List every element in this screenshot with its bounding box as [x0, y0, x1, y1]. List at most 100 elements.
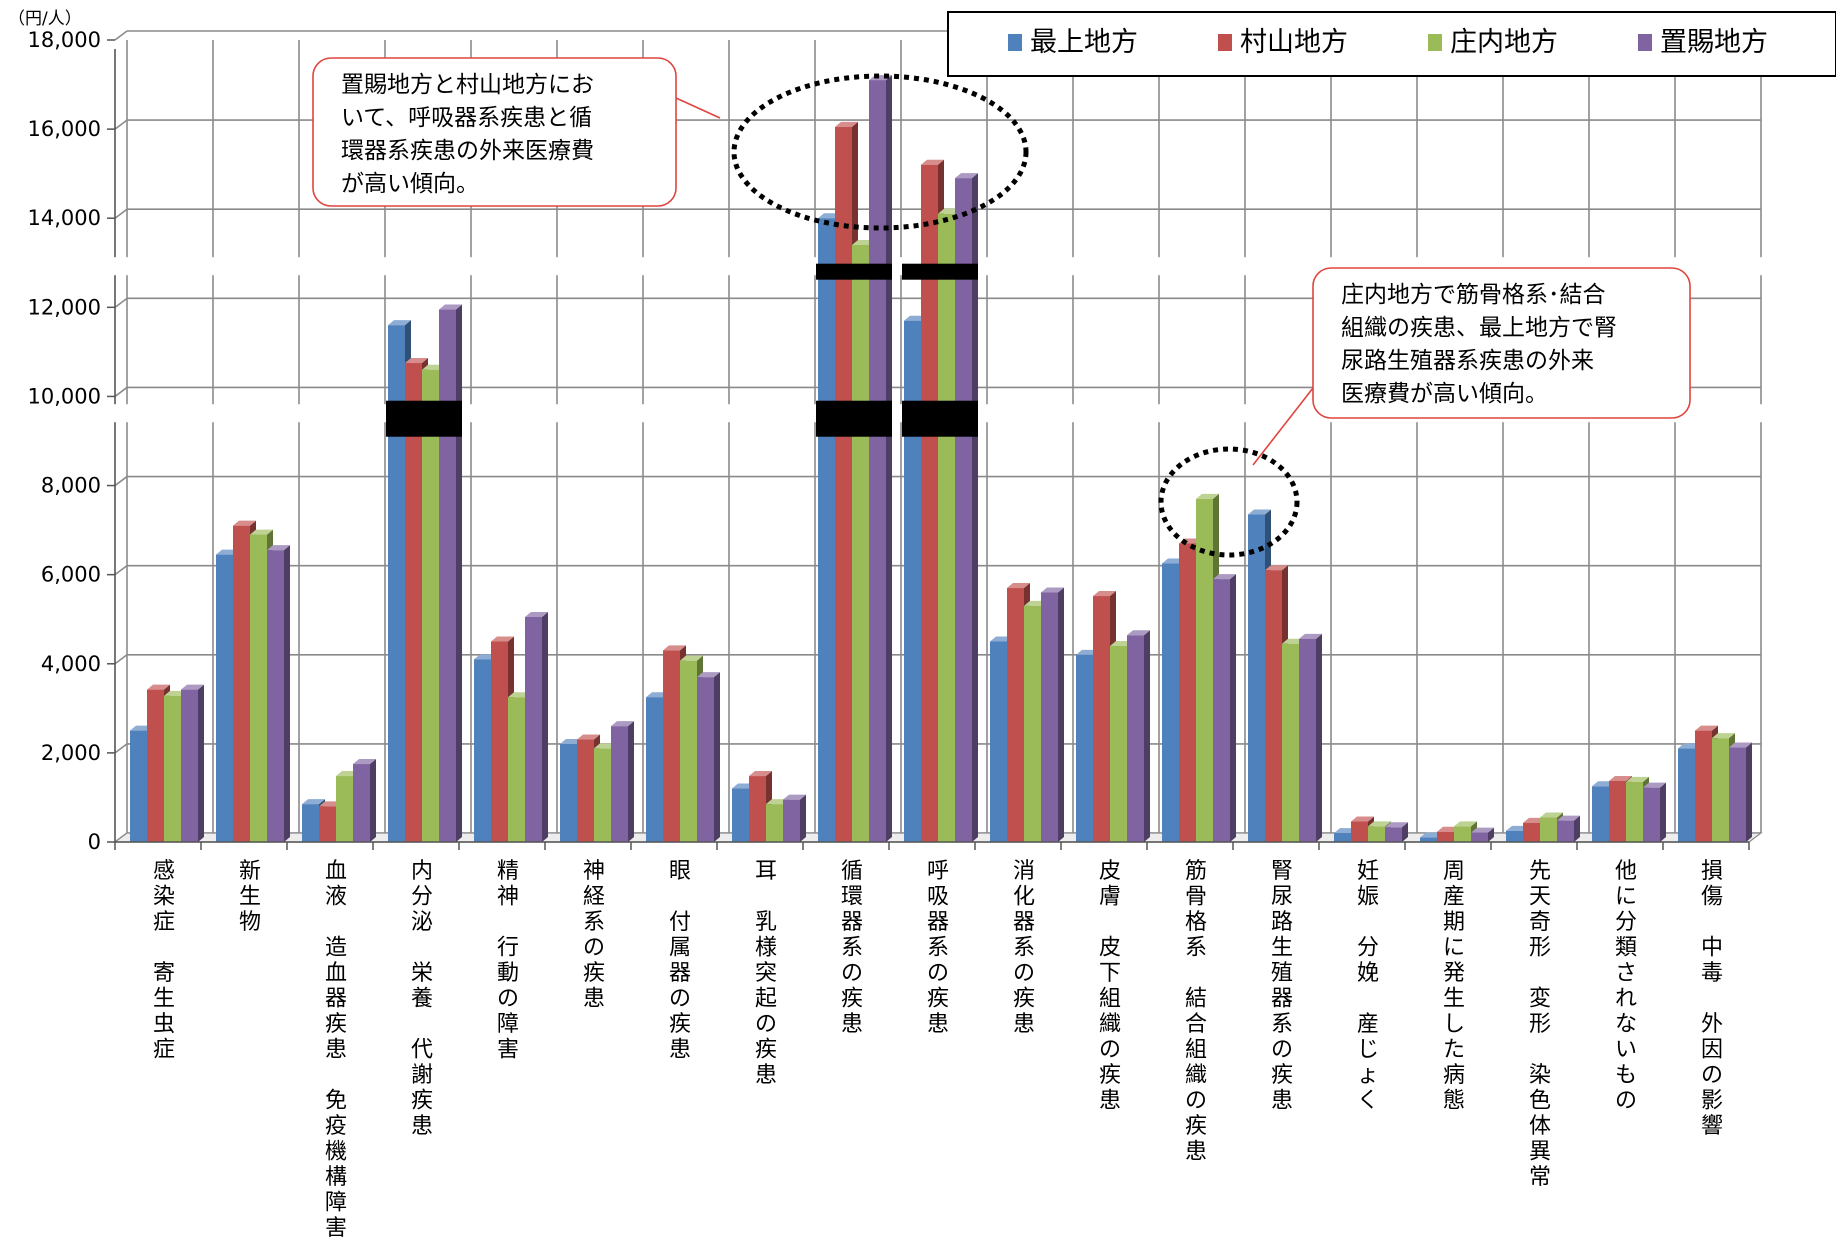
- gridline-gap: [898, 257, 904, 276]
- gridline-side: [114, 297, 128, 308]
- bar-top: [1368, 821, 1391, 827]
- bar: [1213, 579, 1230, 842]
- bar-side: [714, 672, 720, 842]
- bar-top: [1041, 587, 1064, 593]
- gridline-gap: [382, 404, 388, 423]
- bar: [267, 550, 284, 842]
- y-tick-label: 18,000: [28, 28, 101, 52]
- bar-top: [181, 684, 204, 690]
- bar: [1248, 514, 1265, 842]
- bar-top: [835, 121, 858, 127]
- bar-top: [525, 611, 548, 617]
- bar-side: [370, 759, 376, 842]
- gridline-gap: [554, 404, 560, 423]
- bar-top: [611, 721, 634, 727]
- gridline-gap: [210, 404, 216, 423]
- gridline-gap: [468, 404, 474, 423]
- bar-top: [439, 304, 462, 310]
- bar-top: [1213, 574, 1236, 580]
- gridline-gap: [1242, 404, 1248, 423]
- gridline-side: [114, 565, 128, 576]
- bar: [1385, 827, 1402, 842]
- highlight-ellipse: [1158, 446, 1300, 558]
- bar: [1643, 787, 1660, 842]
- y-tick-label: 8,000: [41, 474, 101, 498]
- gridline-gap: [296, 257, 302, 276]
- bar-top: [405, 358, 428, 364]
- legend-label: 最上地方: [1030, 27, 1138, 58]
- bar: [1351, 821, 1368, 842]
- bar: [1334, 833, 1351, 842]
- callout-pointer: [1252, 387, 1314, 466]
- bar: [1592, 786, 1609, 842]
- callout-line: 置賜地方と村山地方にお: [341, 72, 594, 98]
- bar-side: [456, 304, 462, 842]
- bar: [1523, 822, 1540, 842]
- callout-line: 医療費が高い傾向。: [1341, 381, 1548, 407]
- y-axis-gap: [105, 404, 125, 423]
- bar-top: [1454, 821, 1477, 827]
- bar: [869, 80, 886, 843]
- bar-side: [628, 721, 634, 842]
- gridline-gap: [812, 404, 818, 423]
- gridline-side: [114, 30, 128, 41]
- bar-side: [886, 75, 892, 843]
- bar: [353, 764, 370, 842]
- callouts: 置賜地方と村山地方において、呼吸器系疾患と循環器系疾患の外来医療費が高い傾向。庄…: [312, 57, 1691, 558]
- y-tick-label: 16,000: [28, 117, 101, 141]
- bar: [921, 164, 938, 842]
- bar: [1437, 831, 1454, 842]
- bar-top: [267, 545, 290, 551]
- y-axis-gap: [105, 257, 125, 276]
- gridline-gap: [984, 404, 990, 423]
- legend-swatch: [1218, 34, 1232, 51]
- bar-top: [697, 672, 720, 678]
- category-label: 他に分類されないもの: [1615, 859, 1637, 1114]
- bar-top: [147, 684, 170, 690]
- gridline-side: [114, 208, 128, 219]
- bar: [491, 641, 508, 842]
- gridline-gap: [1500, 257, 1506, 276]
- bar: [1506, 830, 1523, 842]
- gridline-side: [114, 743, 128, 754]
- gridline-side: [114, 654, 128, 665]
- bar: [1007, 588, 1024, 842]
- bar: [1368, 826, 1385, 842]
- legend-label: 村山地方: [1240, 27, 1348, 58]
- bar-top: [250, 529, 273, 535]
- bar: [1162, 563, 1179, 842]
- category-label: 消化器系の疾患: [1013, 859, 1035, 1037]
- category-label: 循環器系の疾患: [841, 859, 863, 1037]
- category-label: 損傷 中毒 外因の影響: [1701, 859, 1723, 1139]
- bar: [1110, 645, 1127, 842]
- category-label: 先天奇形 変形 染色体異常: [1529, 859, 1551, 1190]
- bar-side: [1746, 742, 1752, 842]
- axis-break-band: [902, 400, 978, 437]
- gridline-gap: [812, 257, 818, 276]
- bar-top: [302, 799, 325, 805]
- gridline-gap: [1156, 404, 1162, 423]
- category-label: 新生物: [239, 859, 261, 935]
- gridline-gap: [1070, 404, 1076, 423]
- bar: [852, 244, 869, 842]
- y-tick-label: 0: [88, 830, 101, 854]
- bar: [1265, 570, 1282, 842]
- bar-top: [1248, 509, 1271, 515]
- bar-top: [1712, 733, 1735, 739]
- labels: 0 2,000 4,000 6,000 8,000 10,000 12,000 14,000 1…: [8, 9, 1723, 1237]
- category-label: 血液 造血器疾患 免疫機構障害: [325, 859, 347, 1237]
- bar: [1299, 638, 1316, 842]
- bar: [594, 748, 611, 842]
- callout-line: 環器系疾患の外来医療費: [341, 138, 594, 164]
- bar-top: [1265, 565, 1288, 571]
- bar-top: [1299, 633, 1322, 639]
- bar: [405, 363, 422, 842]
- bar-side: [1230, 574, 1236, 842]
- gridline-gap: [210, 257, 216, 276]
- gridline-gap: [124, 404, 130, 423]
- bar: [1626, 781, 1643, 842]
- bar: [164, 695, 181, 842]
- gridline-gap: [1414, 257, 1420, 276]
- bar: [560, 743, 577, 842]
- bar-side: [1574, 815, 1580, 842]
